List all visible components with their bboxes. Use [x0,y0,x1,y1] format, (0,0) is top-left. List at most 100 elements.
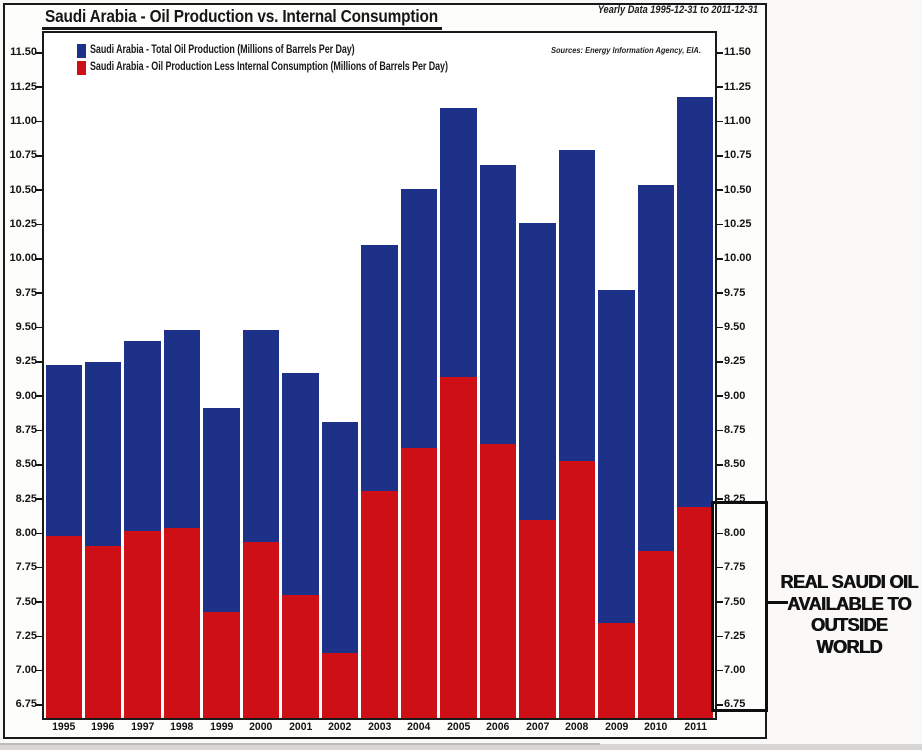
y-axis-label-left: 10.75 [9,149,37,162]
x-axis-label-2001: 2001 [288,721,313,733]
legend-swatch-red [77,60,86,75]
bar-net-1999 [203,611,240,718]
y-axis-tick-left [36,463,42,466]
y-axis-label-right: 10.75 [724,149,752,162]
x-axis-label-2008: 2008 [565,721,589,733]
y-axis-label-right: 10.25 [724,217,752,230]
y-axis-tick-left [36,258,42,260]
y-axis-tick-right [717,258,723,260]
y-axis-tick-left [36,292,42,294]
bar-net-1998 [163,527,201,718]
legend-swatch-blue [77,43,86,58]
y-axis-label-right: 10.50 [724,183,752,196]
y-axis-label-left: 8.50 [15,458,37,471]
y-axis-label-left: 11.50 [10,46,37,59]
y-axis-tick-right [717,326,723,329]
callout-highlight-box [711,501,768,712]
y-axis-tick-left [36,360,42,363]
y-axis-label-right: 8.00 [724,526,746,539]
y-axis-tick-right [717,429,723,432]
y-axis-label-left: 7.00 [15,664,37,677]
legend-label: Saudi Arabia - Total Oil Production (Mil… [90,44,355,56]
x-axis-label-2007: 2007 [525,721,549,733]
legend-label: Saudi Arabia - Oil Production Less Inter… [90,61,448,73]
y-axis-tick-left [36,498,42,500]
y-axis-tick-left [36,601,42,603]
y-axis-label-left: 9.25 [15,355,37,368]
y-axis-tick-right [717,532,723,535]
y-axis-label-right: 11.50 [724,46,751,59]
y-axis-tick-right [717,669,723,672]
y-axis-tick-right [717,86,723,89]
y-axis-label-left: 6.75 [15,698,37,711]
y-axis-tick-left [36,52,42,54]
y-axis-tick-left [36,86,42,89]
y-axis-label-right: 11.25 [724,80,751,93]
bar-net-2005 [440,376,477,718]
y-axis-tick-left [36,669,42,672]
y-axis-label-right: 7.25 [724,629,746,642]
bar-net-2003 [361,490,398,718]
x-axis-label-2002: 2002 [328,721,352,733]
y-axis-label-right: 11.00 [724,115,751,128]
x-axis-label-2004: 2004 [407,721,431,733]
bar-net-2006 [479,444,517,718]
y-axis-label-right: 7.75 [724,561,746,574]
date-range-note: Yearly Data 1995-12-31 to 2011-12-31 [597,4,758,16]
y-axis-label-right: 9.75 [724,286,746,299]
callout-line-1: REAL SAUDI OIL [780,571,918,592]
source-note: Sources: Energy Information Agency, EIA. [551,45,701,55]
y-axis-tick-left [36,155,42,157]
y-axis-label-left: 8.25 [15,492,37,505]
bar-net-2011 [677,507,714,718]
y-axis-label-right: 9.00 [724,389,746,402]
bar-net-2008 [558,460,596,718]
y-axis-tick-right [717,395,723,397]
x-axis-label-1997: 1997 [131,721,155,733]
y-axis-tick-left [36,429,42,432]
x-axis-label-2006: 2006 [486,721,510,733]
y-axis-tick-right [717,498,723,500]
y-axis-label-right: 8.75 [724,423,746,436]
x-axis-label-2009: 2009 [604,721,628,733]
y-axis-label-left: 7.75 [15,561,37,574]
bar-net-2002 [321,652,359,718]
bar-net-1997 [124,530,161,718]
y-axis-tick-left [36,566,42,569]
y-axis-tick-left [36,189,42,191]
x-axis-label-2005: 2005 [446,721,471,733]
x-axis-label-2011: 2011 [683,721,707,733]
callout-text: REAL SAUDI OIL AVAILABLE TO OUTSIDE WORL… [777,571,920,657]
x-axis-label-1999: 1999 [209,721,234,733]
y-axis-tick-left [36,326,42,329]
y-axis-tick-right [717,601,723,603]
callout-line-2: AVAILABLE TO [787,592,911,614]
y-axis-label-right: 9.25 [724,355,746,368]
bar-net-2009 [598,622,635,718]
y-axis-tick-right [717,292,723,294]
y-axis-tick-left [36,704,42,706]
bar-net-2010 [637,551,675,718]
title-underline [42,27,442,30]
y-axis-tick-right [717,635,723,638]
y-axis-label-left: 7.50 [15,595,37,608]
y-axis-label-left: 9.75 [15,286,37,299]
chart-title: Saudi Arabia - Oil Production vs. Intern… [45,6,438,26]
y-axis-tick-right [717,52,723,54]
y-axis-tick-right [717,566,723,569]
y-axis-tick-right [717,704,723,706]
y-axis-label-left: 9.00 [15,389,37,402]
y-axis-label-left: 9.50 [15,320,37,333]
y-axis-tick-right [717,223,723,226]
y-axis-label-left: 10.50 [9,183,37,196]
y-axis-label-left: 10.25 [9,217,37,230]
y-axis-tick-left [36,395,42,397]
y-axis-label-right: 9.50 [724,320,746,333]
bar-net-1996 [84,545,122,718]
y-axis-label-right: 8.50 [724,458,746,471]
page-bottom-strip [0,744,922,750]
bar-net-2001 [282,595,319,718]
x-axis-label-2003: 2003 [367,721,392,733]
y-axis-label-right: 7.00 [724,664,746,677]
page-bottom-strip-edge [0,742,600,745]
